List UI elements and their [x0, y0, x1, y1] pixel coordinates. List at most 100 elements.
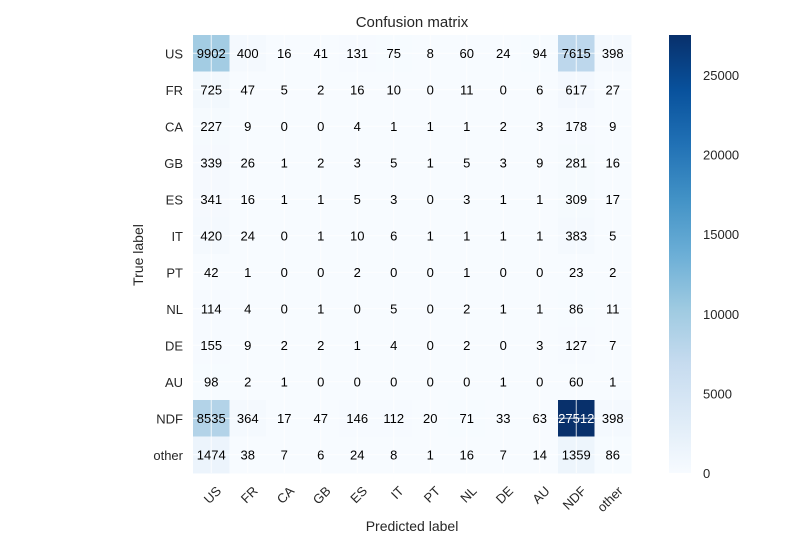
cell-value-label: 383 [565, 228, 587, 243]
x-tick-label: GB [310, 483, 334, 507]
cell-value-label: 8 [427, 46, 434, 61]
cell-value-label: 1 [536, 192, 543, 207]
chart-title: Confusion matrix [356, 14, 469, 31]
cell-value-label: 7 [281, 447, 288, 462]
cell-value-label: 11 [606, 301, 620, 316]
cell-value-label: 398 [602, 46, 624, 61]
cell-value-label: 1 [500, 374, 507, 389]
y-tick-label: IT [171, 229, 183, 244]
cell-value-label: 71 [460, 411, 474, 426]
cell-value-label: 38 [241, 447, 255, 462]
cell-value-label: 24 [350, 447, 364, 462]
cell-value-label: 1 [281, 374, 288, 389]
cell-value-label: 7 [500, 447, 507, 462]
cell-value-label: 27512 [558, 411, 594, 426]
cell-value-label: 1 [427, 155, 434, 170]
cell-value-label: 341 [200, 192, 222, 207]
cell-value-label: 420 [200, 228, 222, 243]
cell-value-label: 6 [390, 228, 397, 243]
cell-value-label: 2 [463, 301, 470, 316]
cell-value-label: 0 [427, 192, 434, 207]
y-tick-label: AU [165, 375, 183, 390]
cell-value-label: 94 [533, 46, 547, 61]
cell-value-label: 2 [463, 338, 470, 353]
cell-value-label: 16 [350, 82, 364, 97]
cell-value-label: 0 [281, 301, 288, 316]
x-tick-label: FR [238, 483, 261, 506]
cell-value-label: 0 [390, 265, 397, 280]
cell-value-label: 0 [463, 374, 470, 389]
y-tick-label: PT [166, 265, 183, 280]
x-tick-label: NDF [560, 483, 590, 513]
cell-value-label: 2 [354, 265, 361, 280]
y-tick-label: CA [165, 119, 183, 134]
cell-value-label: 0 [500, 82, 507, 97]
cell-value-label: 63 [533, 411, 547, 426]
cell-value-label: 3 [536, 338, 543, 353]
cell-value-label: 4 [354, 119, 361, 134]
cell-value-label: 3 [390, 192, 397, 207]
cell-value-label: 75 [387, 46, 401, 61]
cell-value-label: 1 [317, 301, 324, 316]
cell-value-label: 0 [354, 301, 361, 316]
cell-value-label: 60 [569, 374, 583, 389]
cell-value-label: 281 [565, 155, 587, 170]
cell-value-label: 5 [281, 82, 288, 97]
x-tick-label: DE [493, 483, 517, 507]
cell-value-label: 1 [500, 301, 507, 316]
y-tick-label: ES [166, 192, 184, 207]
cell-value-label: 7 [609, 338, 616, 353]
heatmap-grid [193, 35, 631, 473]
cell-value-label: 1 [463, 119, 470, 134]
y-tick-label: DE [165, 338, 183, 353]
cell-value-label: 42 [204, 265, 218, 280]
cell-value-label: 1 [244, 265, 251, 280]
x-tick-label: IT [388, 483, 407, 502]
cell-value-label: 0 [427, 82, 434, 97]
cell-value-label: 10 [350, 228, 364, 243]
cell-value-label: 5 [390, 155, 397, 170]
cell-value-label: 0 [427, 374, 434, 389]
cell-value-label: 1 [317, 192, 324, 207]
cell-value-label: 131 [346, 46, 368, 61]
cell-value-label: 9 [244, 119, 251, 134]
cell-value-label: 155 [200, 338, 222, 353]
cell-value-label: 24 [496, 46, 510, 61]
cell-value-label: 16 [277, 46, 291, 61]
y-tick-labels: US FR CA GB ES IT PT NL DE AU NDF other [153, 46, 183, 463]
cell-value-label: 0 [500, 265, 507, 280]
heatmap-cells [193, 35, 632, 474]
cell-value-label: 16 [241, 192, 255, 207]
y-tick-label: NL [166, 302, 183, 317]
cell-value-label: 17 [277, 411, 291, 426]
x-tick-label: AU [529, 483, 552, 506]
cell-value-label: 3 [354, 155, 361, 170]
cell-value-label: 725 [200, 82, 222, 97]
cell-value-label: 9 [244, 338, 251, 353]
cell-value-label: 0 [427, 265, 434, 280]
x-tick-label: other [594, 483, 626, 515]
cell-value-label: 1 [536, 228, 543, 243]
cell-value-label: 16 [606, 155, 620, 170]
cell-value-label: 1 [427, 447, 434, 462]
cell-value-label: 2 [500, 119, 507, 134]
cell-value-label: 23 [569, 265, 583, 280]
colorbar-tick-label: 5000 [703, 386, 732, 401]
cell-value-label: 24 [241, 228, 255, 243]
cell-value-label: 4 [390, 338, 397, 353]
cell-value-label: 3 [500, 155, 507, 170]
cell-value-label: 0 [317, 265, 324, 280]
cell-value-label: 398 [602, 411, 624, 426]
cell-value-label: 2 [317, 82, 324, 97]
cell-value-label: 0 [390, 374, 397, 389]
y-tick-label: US [165, 46, 183, 61]
cell-value-label: 1 [390, 119, 397, 134]
cell-value-label: 8535 [197, 411, 226, 426]
cell-value-label: 1359 [562, 447, 591, 462]
cell-value-label: 617 [565, 82, 587, 97]
cell-value-label: 8 [390, 447, 397, 462]
cell-value-label: 2 [244, 374, 251, 389]
cell-value-label: 11 [460, 82, 474, 97]
cell-value-label: 1 [427, 119, 434, 134]
